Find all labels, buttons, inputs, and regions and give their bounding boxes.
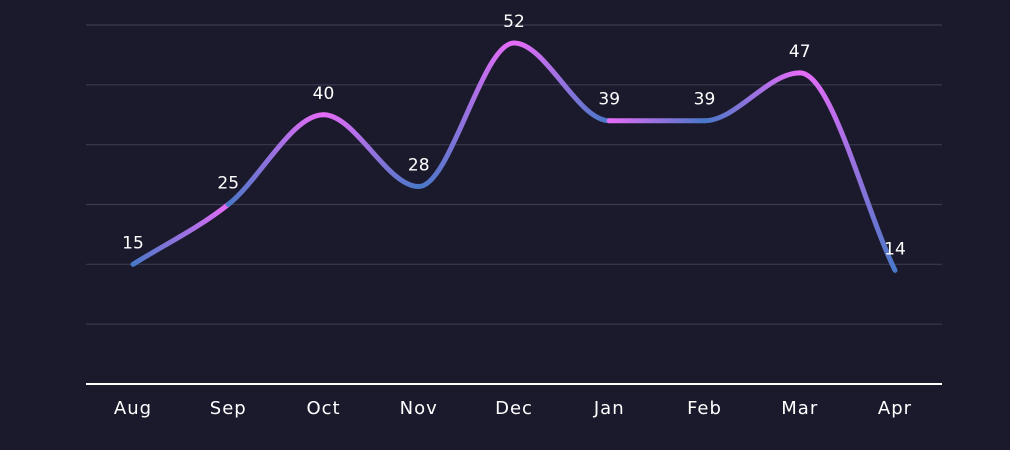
- x-tick-label-feb: Feb: [687, 398, 722, 419]
- curve-segment-nov-dec: [416, 40, 517, 190]
- x-tick-labels: Aug Sep Oct Nov Dec Jan Feb Mar Apr: [114, 398, 912, 419]
- curve-segment-sep-oct: [225, 112, 326, 207]
- x-tick-label-nov: Nov: [400, 398, 438, 419]
- x-tick-label-dec: Dec: [495, 398, 533, 419]
- curve-segment-aug-sep: [130, 202, 231, 267]
- data-label-nov: 28: [408, 156, 430, 176]
- x-tick-label-sep: Sep: [210, 398, 247, 419]
- x-tick-label-apr: Apr: [878, 398, 912, 419]
- curve-segment-feb-mar: [702, 70, 803, 124]
- data-label-feb: 39: [694, 90, 716, 110]
- data-label-aug: 15: [122, 233, 144, 253]
- data-label-dec: 52: [503, 12, 525, 32]
- data-label-oct: 40: [313, 84, 335, 104]
- data-label-sep: 25: [217, 174, 239, 194]
- curve-segment-dec-jan: [511, 40, 612, 124]
- x-tick-label-jan: Jan: [593, 398, 625, 419]
- x-tick-label-mar: Mar: [781, 398, 818, 419]
- drop-lines: [132, 42, 896, 384]
- data-label-mar: 47: [789, 42, 811, 62]
- curve-segment-oct-nov: [321, 112, 422, 190]
- x-tick-label-aug: Aug: [114, 398, 152, 419]
- data-curve: [130, 40, 898, 273]
- curve-segment-mar-apr: [797, 70, 898, 273]
- x-tick-label-oct: Oct: [306, 398, 340, 419]
- data-label-apr: 14: [884, 239, 906, 259]
- data-labels: 15 25 40 28 52 39 39 47 14: [122, 12, 906, 259]
- data-label-jan: 39: [598, 90, 620, 110]
